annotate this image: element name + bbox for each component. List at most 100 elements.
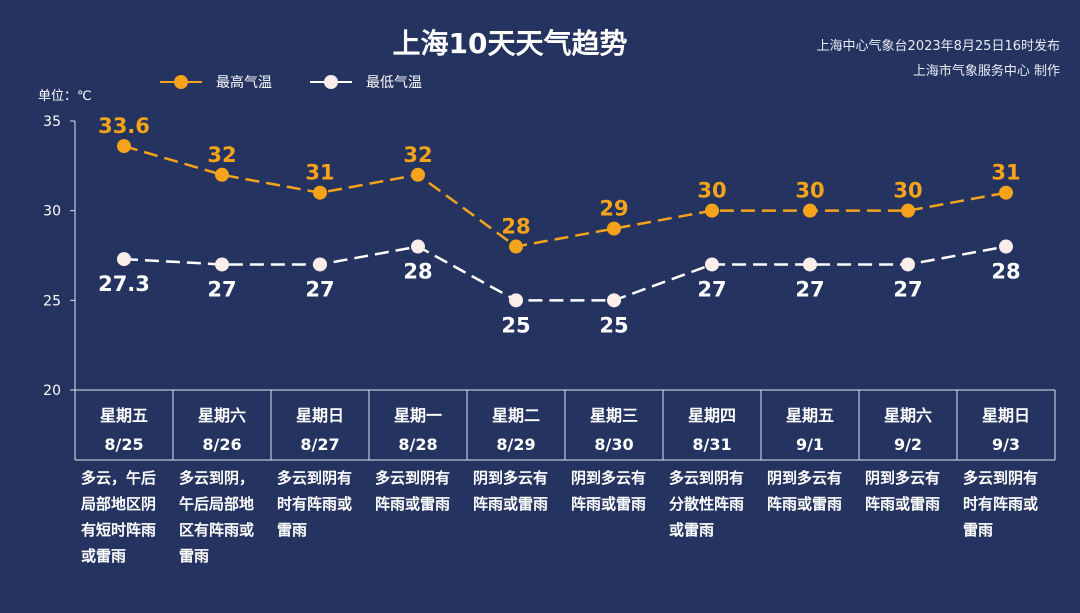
description-line: 阵雨或雷雨 [375,495,451,513]
description-line: 多云到阴有 [277,469,353,487]
weather-description: 阴到多云有 阵雨或雷雨 [865,465,960,517]
high-temp-label: 31 [991,161,1020,185]
high-temp-label: 30 [795,179,824,203]
high-temp-label: 28 [501,215,530,239]
description-line: 多云，午后 [81,469,157,487]
high-temp-point [313,185,327,200]
low-temp-label: 27 [207,277,236,301]
description-line: 时有阵雨或 [277,495,353,513]
legend-high-label: 最高气温 [216,75,272,91]
chart-title: 上海10天天气趋势 [392,27,628,60]
y-tick-label: 25 [43,293,61,309]
date-label: 8/31 [692,435,731,454]
low-temp-label: 28 [403,260,432,284]
legend-high-marker-icon [160,75,202,89]
description-line: 局部地区阴 [81,495,157,513]
description-line: 雷雨 [277,521,308,539]
high-temp-label: 31 [305,161,334,185]
low-temp-label: 25 [599,313,628,337]
low-temp-point [705,257,719,272]
low-temp-line [123,245,1007,302]
low-temp-point [509,293,523,308]
description-line: 时有阵雨或 [963,495,1039,513]
high-temp-label: 29 [599,197,628,221]
description-line: 午后局部地 [179,495,255,513]
description-line: 阵雨或雷雨 [571,495,647,513]
description-line: 有短时阵雨 [81,521,157,539]
weather-description: 阴到多云有阵雨或雷雨 [473,465,568,517]
low-temp-point [117,252,131,267]
high-temp-point [607,221,621,236]
weekday-label: 星期一 [394,406,442,425]
date-label: 8/28 [398,435,437,454]
description-line: 雷雨 [963,521,994,539]
source-line: 上海中心气象台2023年8月25日16时发布 [816,39,1060,54]
legend-low-marker-icon [310,75,352,89]
low-temp-label: 27 [697,277,726,301]
description-line: 阵雨或雷雨 [473,495,549,513]
weather-description: 多云，午后局部地区阴有短时阵雨或雷雨 [81,465,176,569]
legend-low: 最低气温 [310,72,422,92]
weekday-label: 星期日 [982,406,1030,425]
description-line: 阵雨或雷雨 [767,495,843,513]
date-label: 9/2 [894,435,922,454]
low-temp-point [215,257,229,272]
description-line: 阴到多云有 [865,469,941,487]
high-temp-label: 30 [893,179,922,203]
description-line: 多云到阴有 [963,469,1039,487]
weekday-label: 星期五 [100,406,148,425]
high-temp-point [803,203,817,218]
y-tick-label: 35 [43,114,61,130]
weekday-label: 星期五 [786,406,834,425]
low-temp-label: 28 [991,260,1020,284]
weather-description: 阴到多云有阵雨或雷雨 [767,465,862,517]
description-line: 阴到多云有 [473,469,549,487]
description-line: 雷雨 [179,547,210,565]
date-label: 8/26 [202,435,241,454]
low-temp-point [607,293,621,308]
y-tick-label: 30 [43,204,61,220]
weekday-label: 星期二 [492,406,540,425]
weekday-label: 星期六 [198,406,246,425]
high-temp-point [705,203,719,218]
low-temp-label: 27 [893,277,922,301]
low-temp-point [411,239,425,254]
weather-description: 多云到阴有时有阵雨或雷雨 [277,465,372,543]
high-temp-point [901,203,915,218]
high-temp-label: 30 [697,179,726,203]
high-temp-point [999,185,1013,200]
weather-description: 多云到阴有分散性阵雨或雷雨 [669,465,764,543]
description-line: 分散性阵雨 [669,495,745,513]
weekday-label: 星期四 [688,406,736,425]
unit-label: 单位：℃ [38,89,92,104]
high-temp-point [117,139,131,154]
description-line: 多云到阴， [179,469,255,487]
date-label: 8/30 [594,435,633,454]
description-line: 区有阵雨或 [179,521,255,539]
low-temp-label: 27 [305,277,334,301]
date-label: 8/25 [104,435,143,454]
high-temp-label: 32 [403,143,432,167]
description-line: 阴到多云有 [767,469,843,487]
description-line: 阴到多云有 [571,469,647,487]
weekday-label: 星期三 [590,406,638,425]
weather-description: 多云到阴， 午后局部地区有阵雨或雷雨 [179,465,274,569]
weather-description: 阴到多云有阵雨或雷雨 [571,465,666,517]
high-temp-point [509,239,523,254]
high-temp-point [411,167,425,182]
low-temp-point [999,239,1013,254]
date-label: 9/1 [796,435,824,454]
low-temp-label: 25 [501,313,530,337]
date-label: 8/29 [496,435,535,454]
description-line: 多云到阴有 [375,469,451,487]
date-label: 9/3 [992,435,1020,454]
low-temp-label: 27.3 [98,272,150,296]
high-temp-label: 33.6 [98,114,150,138]
legend-high: 最高气温 [160,72,272,92]
description-line: 或雷雨 [669,521,715,539]
high-temp-point [215,167,229,182]
description-line: 多云到阴有 [669,469,745,487]
description-line: 或雷雨 [81,547,127,565]
date-label: 8/27 [300,435,339,454]
